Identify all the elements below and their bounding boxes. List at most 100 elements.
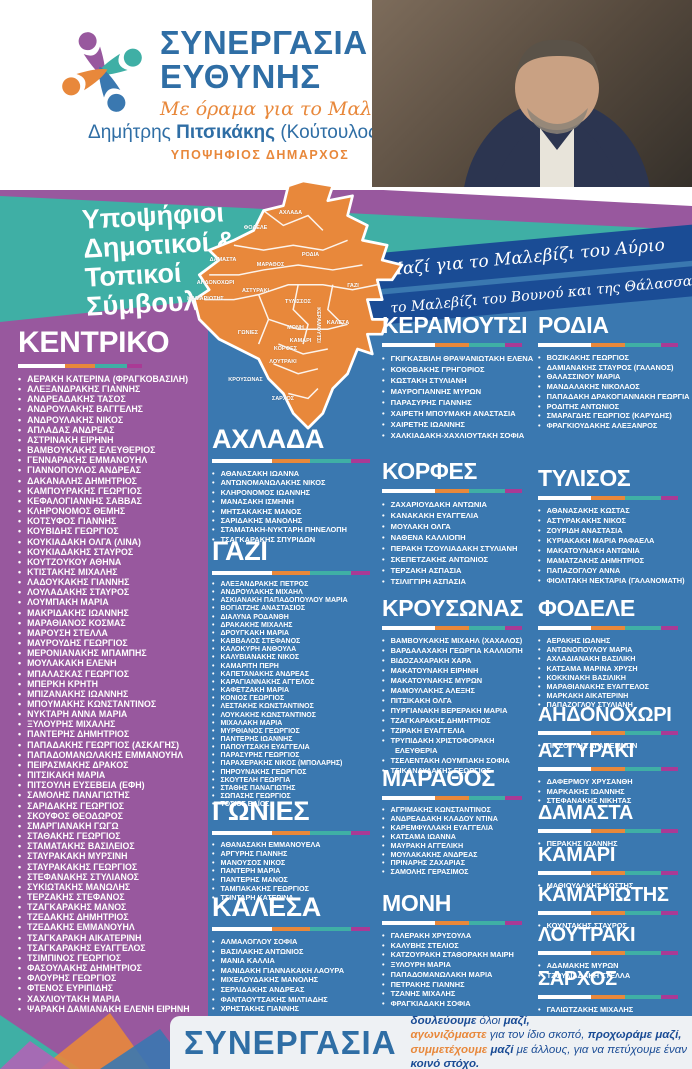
- candidate-item: ΠΑΠΑΖΟΓΛΟΥ ΑΝΝΑ: [538, 566, 690, 576]
- candidate-item: ΤΣΙΜΠΙΝΟΣ ΓΕΩΡΓΙΟΣ: [18, 953, 202, 963]
- candidate-item: ΠΕΡΑΚΗ ΤΖΟΥΛΙΑΔΑΚΗ ΣΤΥΛΙΑΝΗ: [382, 543, 534, 554]
- candidate-list: ΚΟΥΝΤΑΚΗΣ ΣΤΑΥΡΟΣ: [538, 921, 690, 931]
- candidate-item: ΠΙΤΣΟΥΛΗ ΕΥΣΕΒΕΙΑ (ΕΦΗ): [18, 780, 202, 790]
- candidate-item: ΤΖΕΔΑΚΗΣ ΔΗΜΗΤΡΙΟΣ: [18, 912, 202, 922]
- candidate-item: ΤΖΑΝΗΣ ΜΙΧΑΛΗΣ: [382, 989, 534, 999]
- candidate-item: ΚΑΜΠΟΥΡΑΚΗΣ ΓΕΩΡΓΙΟΣ: [18, 486, 202, 496]
- section-title-bar: [538, 496, 678, 500]
- candidate-item: ΤΖΑΓΚΑΡΑΚΗΣ ΜΑΝΟΣ: [18, 902, 202, 912]
- candidate-item: ΧΑΙΡΕΤΗΣ ΙΩΑΝΝΗΣ: [382, 419, 534, 430]
- candidate-item: ΔΙΑΛΥΝΑ ΡΟΔΑΝΘΗ: [212, 614, 384, 622]
- candidate-item: ΣΑΜΟΛΗΣ ΠΑΝΑΓΙΩΤΗΣ: [18, 790, 202, 800]
- section-title: ΜΑΡΑΘΟΣ: [382, 765, 495, 791]
- candidate-item: ΑΘΑΝΑΣΑΚΗ ΙΩΑΝΝΑ: [212, 469, 384, 478]
- candidate-item: ΒΑΡΔΑΛΑΧΑΚΗ ΓΕΩΡΓΙΑ ΚΑΛΛΙΟΠΗ: [382, 646, 534, 656]
- candidate-item: ΓΕΝΝΑΡΑΚΗΣ ΕΜΜΑΝΟΥΗΛ: [18, 455, 202, 465]
- candidate-item: ΑΘΑΝΑΣΑΚΗΣ ΚΩΣΤΑΣ: [538, 506, 690, 516]
- candidate-item: ΤΟΣΙΟΣ ΒΑΪΟΣ: [212, 801, 384, 809]
- candidate-item: ΠΙΤΣΙΚΑΚΗ ΟΛΓΑ: [382, 696, 534, 706]
- candidate-item: ΣΤΑΜΑΤΑΚΗ-ΝΥΚΤΑΡΗ ΠΗΝΕΛΟΠΗ: [212, 525, 384, 534]
- candidate-item: ΠΑΡΑΧΕΡΑΚΗΣ ΝΙΚΟΣ (ΜΠΟΛΑΡΗΣ): [212, 760, 384, 768]
- map-village-label: ΜΟΝΗ: [287, 324, 304, 331]
- candidate-item: ΧΑΙΡΕΤΗ ΜΠΟΥΜΑΚΗ ΑΝΑΣΤΑΣΙΑ: [382, 408, 534, 419]
- candidate-item: ΚΟΥΒΙΔΗΣ ΓΕΩΡΓΙΟΣ: [18, 526, 202, 536]
- candidate-item: ΓΙΑΝΝΟΠΟΥΛΟΣ ΑΝΔΡΕΑΣ: [18, 465, 202, 475]
- candidate-item: ΜΟΥΛΑΚΑΚΗ ΕΛΕΝΗ: [18, 658, 202, 668]
- title-bar-segment: [65, 364, 95, 368]
- title-bar-segment: [505, 626, 522, 630]
- candidate-item: ΜΑΚΑΤΟΥΝΑΚΗ ΑΝΤΩΝΙΑ: [538, 546, 690, 556]
- candidate-item: ΜΗΤΣΑΚΑΚΗΣ ΜΑΝΟΣ: [212, 507, 384, 516]
- candidate-item: ΠΑΝΤΕΡΗΣ ΔΗΜΗΤΡΙΟΣ: [18, 729, 202, 739]
- district-section: ΑΣΤΥΡΑΚΙ ΔΑΦΕΡΜΟΥ ΧΡΥΣΑΝΘΗΜΑΡΚΑΚΗΣ ΙΩΑΝΝ…: [538, 740, 690, 806]
- candidate-item: ΣΤΕΦΑΝΑΚΗΣ ΝΙΚΗΤΑΣ: [538, 796, 690, 806]
- title-bar-segment: [624, 951, 662, 955]
- candidate-item: ΜΑΡΚΑΚΗΣ ΙΩΑΝΝΗΣ: [538, 787, 690, 797]
- section-title: ΓΑΖΙ: [212, 536, 268, 566]
- title-bar-segment: [624, 626, 662, 630]
- candidate-item: ΧΡΗΣΤΑΚΗΣ ΓΙΑΝΝΗΣ: [212, 1004, 384, 1014]
- candidate-item: ΚΑΜΑΡΙΤΗ ΠΕΡΗ: [212, 663, 384, 671]
- section-title-bar: [382, 489, 522, 493]
- candidate-item: ΔΑΜΙΑΝΑΚΗΣ ΣΤΑΥΡΟΣ (ΓΑΛΑΝΟΣ): [538, 363, 690, 373]
- candidate-item: ΔΑΦΕΡΜΟΥ ΧΡΥΣΑΝΘΗ: [538, 777, 690, 787]
- candidate-item: ΚΑΛΥΒΙΑΝΑΚΗΣ ΝΙΚΟΣ: [212, 654, 384, 662]
- candidate-item: ΦΡΑΓΚΙΑΔΑΚΗ ΣΟΦΙΑ: [382, 999, 534, 1009]
- candidate-item: ΚΑΛΟΚΥΡΗ ΑΝΘΟΥΛΑ: [212, 646, 384, 654]
- section-title: ΑΗΔΟΝΟΧΩΡΙ: [538, 704, 672, 726]
- footer-banner: ΣΥΝΕΡΓΑΣΙΑ δουλεύουμε όλοι μαζί, αγωνιζόμ…: [170, 1014, 692, 1069]
- slogan-segment: δουλεύουμε: [410, 1014, 480, 1027]
- footer-slogan: δουλεύουμε όλοι μαζί, αγωνιζόμαστε για το…: [411, 1014, 692, 1069]
- title-bar-segment: [468, 921, 506, 925]
- candidate-item: ΜΑΚΡΙΔΑΚΗΣ ΙΩΑΝΝΗΣ: [18, 608, 202, 618]
- candidate-item: ΜΟΥΛΑΚΗ ΟΛΓΑ: [382, 521, 534, 532]
- candidate-item: ΠΑΝΤΕΡΗΣ ΙΩΑΝΝΗΣ: [212, 736, 384, 744]
- title-bar-segment: [351, 831, 371, 835]
- map-village-label: ΑΗΔΟΝΟΧΩΡΙ: [196, 280, 235, 287]
- district-section: ΓΑΖΙ ΑΛΕΞΑΝΔΡΑΚΗΣ ΠΕΤΡΟΣΑΝΔΡΟΥΛΑΚΗΣ ΜΙΧΑ…: [212, 536, 384, 809]
- slogan-segment: μαζί,: [503, 1014, 530, 1027]
- section-title-bar: [212, 571, 371, 575]
- title-bar-segment: [661, 626, 678, 630]
- candidate-item: ΚΑΡΕΜΦΥΛΛΑΚΗ ΕΥΑΓΓΕΛΙΑ: [382, 823, 534, 833]
- candidate-item: ΣΑΡΙΔΑΚΗΣ ΓΕΩΡΓΙΟΣ: [18, 801, 202, 811]
- section-title: ΣΑΡΧΟΣ: [538, 968, 617, 990]
- candidate-item: ΜΠΕΡΚΗ ΚΡΗΤΗ: [18, 679, 202, 689]
- candidate-item: ΠΑΠΑΔΟΜΑΝΩΛΑΚΗ ΜΑΡΙΑ: [382, 970, 534, 980]
- candidate-item: ΞΥΛΟΥΡΗΣ ΜΙΧΑΛΗΣ: [18, 719, 202, 729]
- district-section: ΑΗΔΟΝΟΧΩΡΙ ΠΙΤΣΟΥΛΗΣ ΑΓΑΜΕΜΝΩΝ: [538, 704, 690, 751]
- slogan-segment: για τον ίδιο σκοπό,: [489, 1029, 588, 1041]
- candidate-item: ΠΡΙΝΑΡΗΣ ΖΑΧΑΡΙΑΣ: [382, 859, 534, 868]
- party-tagline: Με όραμα για το Μαλεβίζι: [160, 98, 419, 120]
- candidate-item: ΣΩΠΑΣΗΣ ΓΕΩΡΓΙΟΣ: [212, 793, 384, 801]
- candidate-item: ΛΑΔΟΥΚΑΚΗΣ ΓΙΑΝΝΗΣ: [18, 577, 202, 587]
- map-village-label: ΡΟΔΙΑ: [301, 251, 320, 258]
- candidate-list: ΓΑΛΕΡΑΚΗ ΧΡΥΣΟΥΛΑΚΑΛΥΒΗΣ ΣΤΕΛΙΟΣΚΑΤΖΟΥΡΑ…: [382, 931, 534, 1009]
- candidate-item: ΠΙΤΣΟΥΛΗΣ ΑΓΑΜΕΜΝΩΝ: [538, 741, 690, 751]
- section-title-bar: [212, 459, 371, 463]
- title-bar-segment: [591, 911, 625, 915]
- candidate-item: ΚΟΚΟΒΑΚΗΣ ΓΡΗΓΟΡΙΟΣ: [382, 364, 534, 375]
- candidate-item: ΠΑΠΑΖΟΓΛΟΥ ΣΤΥΛΙΑΝΗ: [538, 700, 690, 709]
- candidate-item: ΜΑΜΟΥΛΑΚΗΣ ΑΛΕΞΗΣ: [382, 686, 534, 696]
- candidate-item: ΛΟΥΜΠΑΚΗ ΜΑΡΙΑ: [18, 597, 202, 607]
- district-section: ΚΕΡΑΜΟΥΤΣΙ ΓΚΙΓΚΑΣΒΙΛΗ ΘΡΑΨΑΝΙΩΤΑΚΗ ΕΛΕΝ…: [382, 312, 534, 441]
- section-title-bar: [382, 921, 522, 925]
- candidate-item: ΣΥΚΙΩΤΑΚΗΣ ΜΑΝΩΛΗΣ: [18, 882, 202, 892]
- section-title: ΔΑΜΑΣΤΑ: [538, 802, 633, 824]
- candidate-list: ΑΓΡΙΜΑΚΗΣ ΚΩΝΣΤΑΝΤΙΝΟΣΑΝΔΡΕΑΔΑΚΗ ΚΛΑΔΟΥ …: [382, 805, 534, 877]
- candidate-item: ΜΠΟΥΜΑΚΗΣ ΚΩΝΣΤΑΝΤΙΝΟΣ: [18, 699, 202, 709]
- party-name: ΣΥΝΕΡΓΑΣΙΑ ΕΥΘΥΝΗΣ: [160, 24, 368, 95]
- candidate-item: ΜΑΜΑΤΖΑΚΗΣ ΔΗΜΗΤΡΙΟΣ: [538, 556, 690, 566]
- candidate-item: ΜΑΥΡΑΚΗ ΑΓΓΕΛΙΚΗ: [382, 841, 534, 851]
- candidate-item: ΒΟΖΙΚΑΚΗΣ ΓΕΩΡΓΙΟΣ: [538, 353, 690, 363]
- candidate-item: ΚΟΥΚΙΑΔΑΚΗΣ ΣΤΑΥΡΟΣ: [18, 547, 202, 557]
- title-bar-segment: [661, 995, 678, 999]
- candidate-item: ΚΟΥΝΤΑΚΗΣ ΣΤΑΥΡΟΣ: [538, 921, 690, 931]
- column-4: ΡΟΔΙΑ ΒΟΖΙΚΑΚΗΣ ΓΕΩΡΓΙΟΣΔΑΜΙΑΝΑΚΗΣ ΣΤΑΥΡ…: [538, 312, 690, 1016]
- candidate-list: ΓΑΛΙΩΤΖΑΚΗΣ ΜΙΧΑΛΗΣ: [538, 1005, 690, 1015]
- title-bar-segment: [505, 796, 522, 800]
- candidate-item: ΚΟΝΙΟΣ ΓΕΩΡΓΙΟΣ: [212, 695, 384, 703]
- candidate-item: ΧΑΛΚΙΑΔΑΚΗ-ΧΑΧΛΙΟΥΤΑΚΗ ΣΟΦΙΑ: [382, 430, 534, 441]
- candidate-item: ΔΡΑΚΑΚΗΣ ΜΙΧΑΛΗΣ: [212, 622, 384, 630]
